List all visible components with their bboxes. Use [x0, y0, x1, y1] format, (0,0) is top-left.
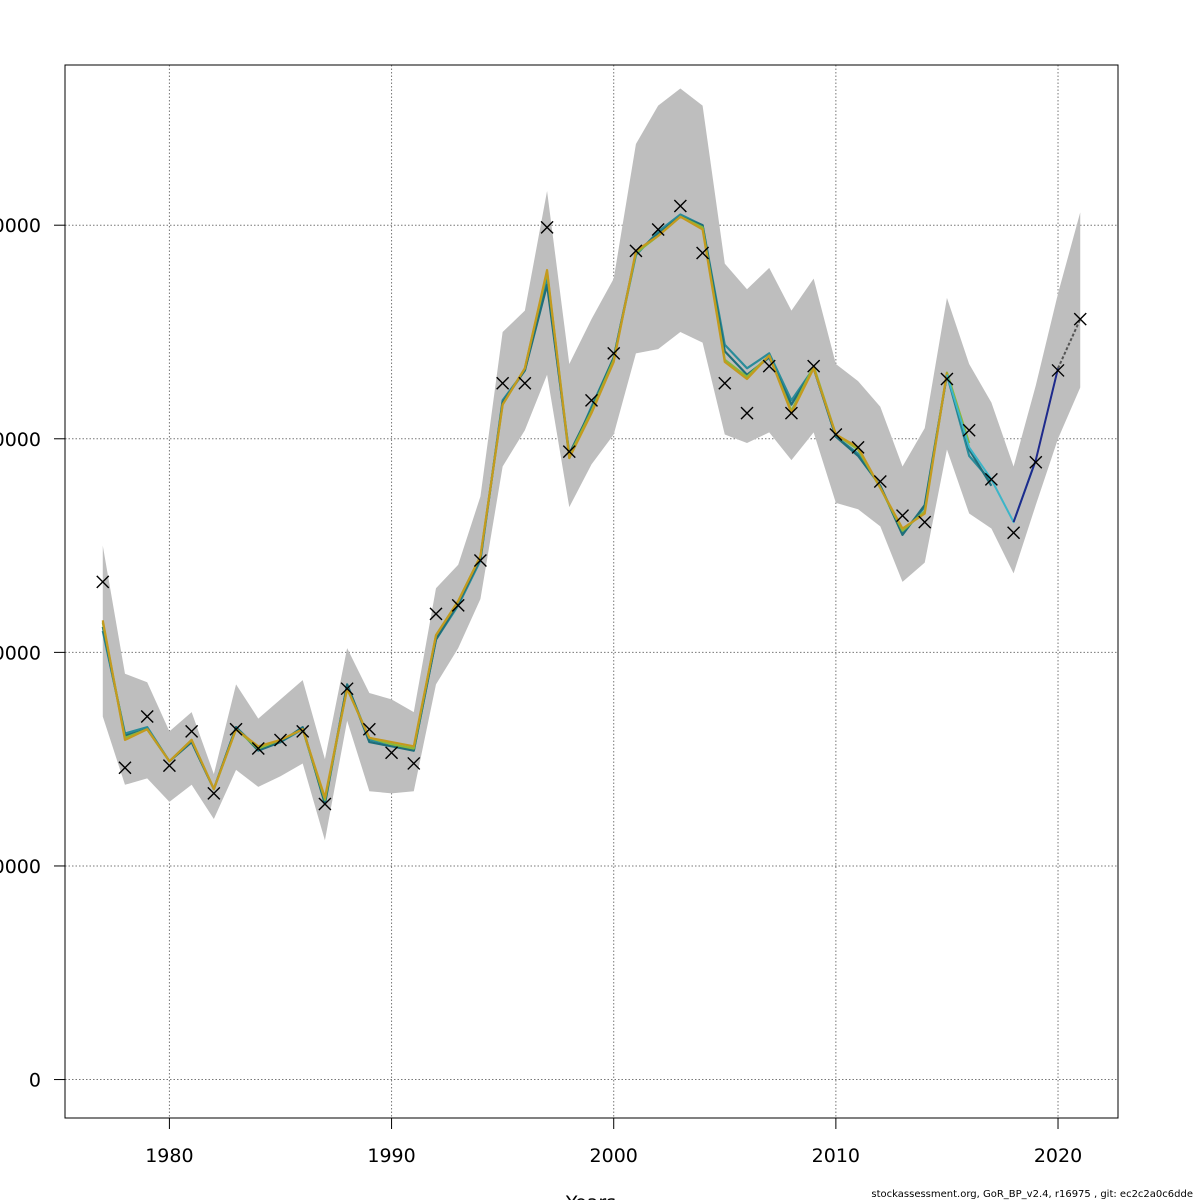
x-tick-label: 2010: [812, 1145, 860, 1167]
observation-point: [229, 722, 243, 736]
observation-point: [318, 797, 332, 811]
observation-point: [140, 709, 154, 723]
observation-point: [607, 346, 621, 360]
observation-point: [540, 220, 554, 234]
observation-point: [362, 722, 376, 736]
x-tick-label: 2000: [590, 1145, 638, 1167]
footer-credit: stockassessment.org, GoR_BP_v2.4, r16975…: [871, 1189, 1193, 1200]
observation-point: [585, 393, 598, 407]
y-tick-label: 0: [29, 1070, 41, 1092]
observations-layer: [96, 199, 1087, 811]
observation-point: [962, 423, 976, 437]
observation-point: [451, 598, 465, 612]
observation-point: [896, 509, 910, 523]
series-line-4: [101, 215, 949, 799]
observation-point: [807, 359, 821, 373]
observation-point: [718, 376, 732, 390]
observation-point: [251, 741, 265, 755]
observation-point: [207, 786, 221, 800]
observation-point: [673, 199, 687, 213]
x-tick-label: 1990: [367, 1145, 415, 1167]
observation-point: [496, 376, 510, 390]
y-tick-label: 40000: [0, 215, 41, 237]
observation-point: [296, 724, 310, 738]
observation-point: [118, 761, 132, 775]
observation-point: [829, 428, 843, 442]
observation-point: [1007, 526, 1021, 540]
observation-point: [340, 682, 354, 696]
y-tick-label: 30000: [0, 429, 41, 451]
observation-point: [762, 359, 776, 373]
observation-point: [273, 733, 287, 747]
observation-point: [651, 222, 665, 236]
y-tick-label: 10000: [0, 856, 41, 878]
observation-point: [918, 515, 932, 529]
observation-point: [429, 607, 443, 621]
observation-point: [696, 246, 710, 260]
observation-point: [385, 746, 399, 760]
plot-frame: [64, 64, 1119, 1119]
series-line-7: [1057, 318, 1082, 369]
x-axis-title: Years: [565, 1192, 616, 1200]
observation-point: [873, 475, 887, 488]
observation-point: [740, 406, 754, 420]
observation-point: [984, 472, 998, 486]
observation-point: [562, 445, 576, 459]
observation-point: [518, 376, 532, 390]
observation-point: [96, 575, 110, 589]
gridlines: [65, 65, 1118, 1118]
observation-point: [629, 244, 643, 258]
observation-point: [407, 756, 421, 770]
observation-point: [940, 372, 954, 386]
series-line-6: [1012, 368, 1059, 523]
observation-point: [1073, 312, 1087, 326]
x-tick-label: 1980: [145, 1145, 193, 1167]
observation-point: [162, 759, 176, 773]
x-tick-label: 2020: [1034, 1145, 1082, 1167]
observation-point: [784, 406, 798, 420]
observation-point: [185, 724, 199, 738]
observation-point: [473, 554, 487, 568]
observation-point: [851, 440, 865, 454]
confidence-band: [102, 88, 1081, 841]
observation-point: [1051, 363, 1065, 377]
observation-point: [1029, 455, 1043, 469]
confidence-band-layer: [102, 88, 1081, 841]
